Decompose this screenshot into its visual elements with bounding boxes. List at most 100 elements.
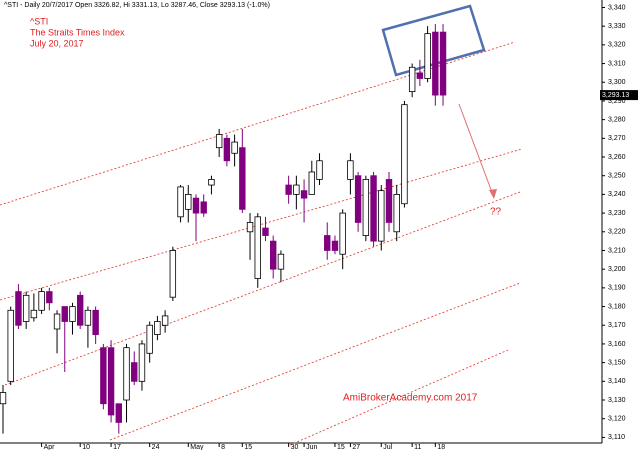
y-tick-label: 3,160: [608, 341, 626, 348]
candle-body: [401, 104, 408, 205]
arrow: [458, 103, 494, 196]
candle-body: [432, 31, 439, 96]
candle-body: [177, 186, 184, 218]
candle-body: [354, 175, 362, 223]
candle-body: [15, 291, 22, 326]
y-tick-label: 3,190: [608, 285, 626, 292]
highlight-box: [381, 4, 486, 77]
candle-body: [439, 31, 447, 96]
candle-body: [416, 72, 424, 79]
candle-body: [308, 171, 315, 195]
y-tick-label: 3,250: [608, 173, 626, 180]
candle-body: [324, 235, 331, 251]
candle-body: [293, 184, 300, 195]
candle-body: [331, 240, 339, 251]
candle-body: [378, 190, 385, 242]
candle-body: [277, 253, 285, 270]
arrow-head: [489, 189, 497, 199]
candle-body: [169, 250, 177, 298]
candle-body: [254, 216, 261, 279]
candle-body: [77, 294, 84, 326]
candle-body: [385, 179, 393, 223]
y-tick-label: 3,230: [608, 210, 626, 217]
candle-body: [92, 309, 99, 335]
y-tick-label: 3,150: [608, 359, 626, 366]
channel-line: [4, 191, 521, 386]
y-tick-label: 3,270: [608, 135, 626, 142]
candle-body: [84, 309, 92, 326]
candle-body: [30, 309, 38, 319]
candle-body: [269, 240, 277, 270]
x-tick-label: 15: [244, 444, 252, 450]
candle-body: [131, 362, 138, 382]
x-tick-label: 17: [113, 444, 121, 450]
candle-body: [161, 315, 169, 326]
candle-body: [285, 184, 292, 195]
title-line: ^STI: [30, 16, 48, 26]
candle-body: [69, 306, 76, 322]
y-tick-label: 3,290: [608, 98, 626, 105]
y-tick-label: 3,180: [608, 303, 626, 310]
x-tick-label: 10: [82, 444, 90, 450]
candle-body: [53, 313, 61, 330]
candle-body: [231, 141, 238, 154]
watermark: AmiBrokerAcademy.com 2017: [343, 393, 478, 404]
x-tick-label: 8: [221, 444, 225, 450]
y-tick-label: 3,240: [608, 191, 626, 198]
candle-body: [223, 137, 231, 162]
channel-line: [109, 282, 521, 441]
y-tick-label: 3,260: [608, 154, 626, 161]
candle-body: [38, 291, 45, 311]
header: ^STI - Daily 20/7/2017 Open 3326.82, Hi …: [4, 2, 270, 9]
x-tick-label: 27: [352, 444, 360, 450]
y-tick-label: 3,110: [608, 434, 625, 441]
candle-body: [123, 347, 130, 401]
y-tick-label: 3,170: [608, 322, 626, 329]
x-tick-label: 18: [437, 444, 445, 450]
y-tick-label: 3,310: [608, 60, 626, 67]
candle-body: [370, 175, 377, 242]
y-tick-label: 3,140: [608, 378, 626, 385]
trend-channel: [0, 41, 523, 446]
candle-body: [138, 343, 146, 382]
candle-body: [347, 160, 354, 180]
candle-body: [339, 212, 346, 255]
candle-body: [408, 66, 416, 92]
x-tick-label: 30: [291, 444, 299, 450]
candle-body: [316, 160, 323, 180]
candle-body: [208, 179, 215, 186]
candle-body: [0, 392, 7, 405]
y-tick-label: 3,200: [608, 266, 626, 273]
candle-body: [154, 321, 161, 335]
candle-body: [61, 306, 68, 322]
x-tick-label: Jul: [383, 444, 392, 450]
y-tick-label: 3,130: [608, 397, 626, 404]
x-tick-label: Jun: [306, 444, 317, 450]
candle-body: [262, 227, 269, 236]
y-tick-label: 3,220: [608, 229, 626, 236]
candle-body: [362, 179, 370, 236]
candle-body: [115, 403, 122, 423]
candle-body: [100, 347, 107, 405]
last-price-box: [600, 90, 638, 101]
candle-body: [146, 324, 153, 354]
y-tick-label: 3,320: [608, 42, 626, 49]
x-tick-label: 11: [414, 444, 421, 450]
candle-body: [107, 347, 115, 416]
x-tick-label: 15: [337, 444, 345, 450]
question-mark: ??: [490, 207, 502, 218]
candle-body: [246, 222, 254, 233]
candle-body: [192, 197, 200, 214]
title-line: The Straits Times Index: [30, 27, 125, 37]
x-tick-label: Apr: [44, 444, 56, 450]
y-tick-label: 3,330: [608, 23, 626, 30]
candle-body: [215, 134, 223, 149]
title-line: July 20, 2017: [30, 38, 84, 48]
candle-body: [300, 190, 308, 199]
candle-body: [22, 294, 30, 322]
last-price-label: 3,293.13: [602, 92, 629, 99]
y-tick-label: 3,120: [608, 416, 626, 423]
candle-body: [393, 193, 400, 233]
